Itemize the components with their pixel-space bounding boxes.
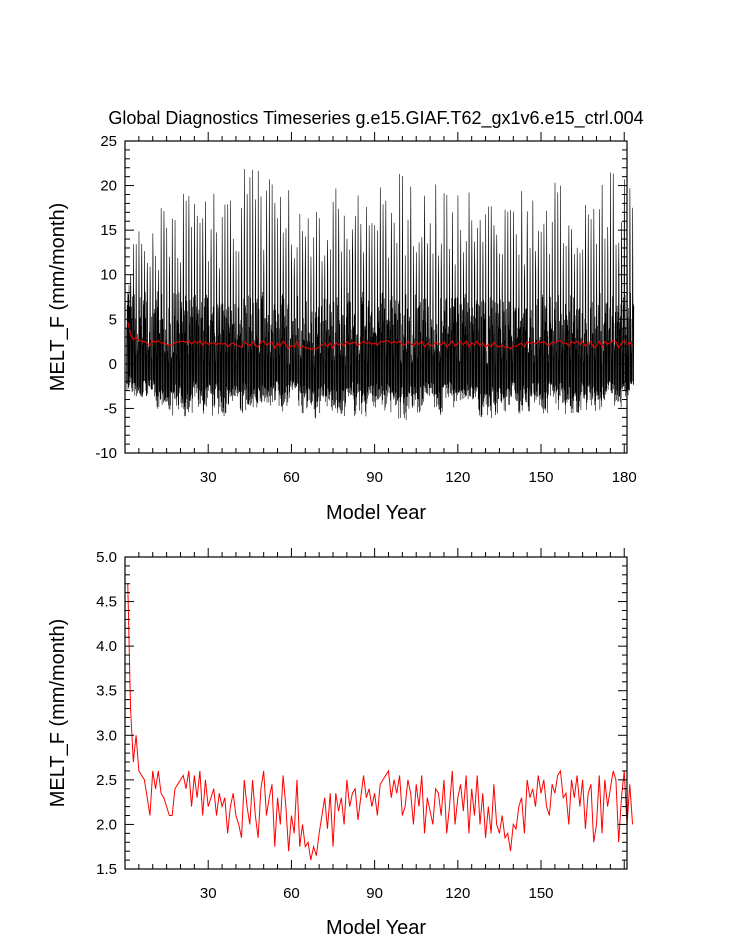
top-y-tick-label: -5 [104,400,117,417]
top-x-tick-label: 180 [612,469,637,486]
bottom-x-tick-label: 30 [200,885,217,902]
top-y-tick-label: -10 [95,445,117,462]
top-x-axis-title: Model Year [326,502,426,524]
top-plot-frame [124,140,628,454]
bottom-x-tick-label: 90 [366,885,383,902]
annual-mean-line-bottom [127,583,634,861]
top-axes: 30 60 90 120 150 180 -10 -5 0 5 10 15 20 25 [95,132,637,486]
bottom-y-tick-label: 4.0 [96,638,117,655]
bottom-y-tick-label: 3.5 [96,683,117,700]
bottom-x-tick-label: 120 [445,885,470,902]
bottom-y-tick-label: 2.0 [96,816,117,833]
bottom-plot-frame [124,556,628,870]
top-y-tick-label: 5 [109,311,117,328]
bottom-y-tick-label: 1.5 [96,861,117,878]
top-y-tick-label: 25 [100,133,117,150]
bottom-axes: 30 60 90 120 150 1.5 2.0 2.5 3.0 3.5 4.0 4.5 5.0 [96,548,628,902]
bottom-y-tick-label: 5.0 [96,549,117,566]
bottom-y-tick-label: 2.5 [96,772,117,789]
chart-title: Global Diagnostics Timeseries g.e15.GIAF… [108,108,643,129]
top-y-tick-label: 20 [100,178,117,195]
annual-mean-line-top [127,321,633,351]
top-x-tick-label: 60 [283,469,300,486]
bottom-y-axis-title: MELT_F (mm/month) [47,619,69,808]
annual-mean-series-bottom [127,583,634,861]
top-panel: Global Diagnostics Timeseries g.e15.GIAF… [47,108,644,524]
top-x-tick-label: 120 [445,469,470,486]
top-y-axis-title: MELT_F (mm/month) [47,203,69,392]
monthly-line [126,169,635,420]
annual-mean-series-top [127,321,633,351]
top-x-tick-label: 150 [529,469,554,486]
top-x-tick-label: 90 [366,469,383,486]
monthly-series [126,169,635,420]
top-y-tick-label: 0 [109,356,117,373]
bottom-y-tick-label: 3.0 [96,727,117,744]
bottom-panel: 30 60 90 120 150 1.5 2.0 2.5 3.0 3.5 4.0 4.5 5.0 Mod… [47,548,634,939]
top-x-tick-label: 30 [200,469,217,486]
bottom-x-axis-title: Model Year [326,917,426,939]
top-y-tick-label: 10 [100,267,117,284]
bottom-x-tick-label: 150 [529,885,554,902]
top-y-tick-label: 15 [100,222,117,239]
bottom-x-tick-label: 60 [283,885,300,902]
bottom-y-tick-label: 4.5 [96,594,117,611]
